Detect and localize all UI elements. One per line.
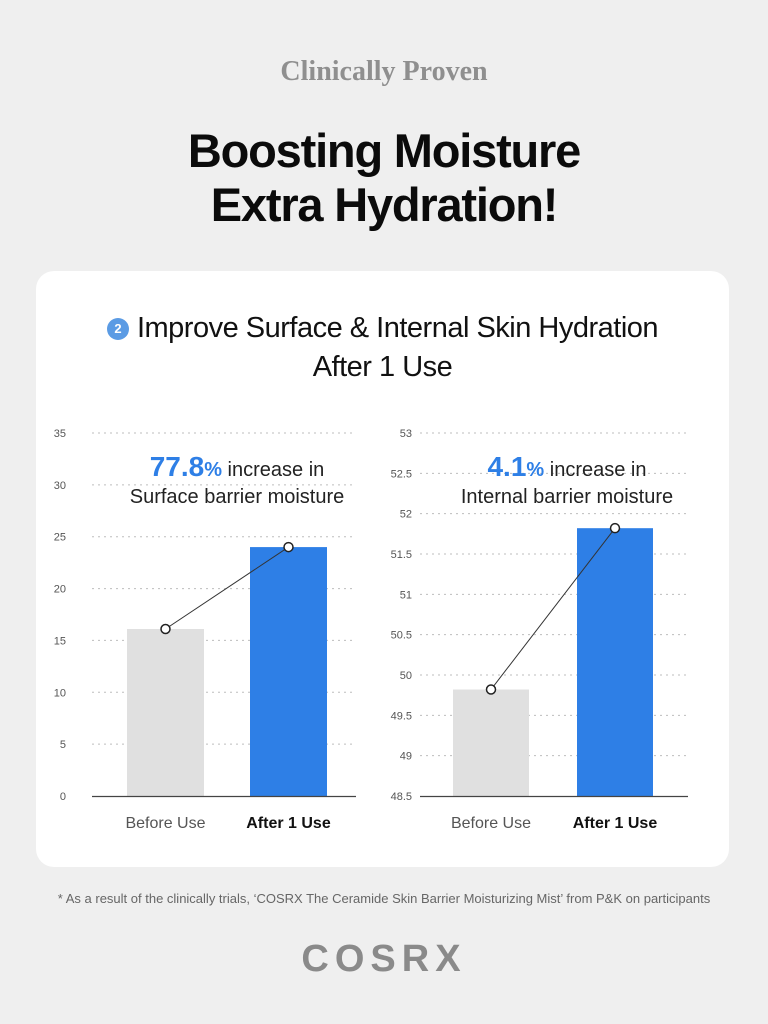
internal-ytick-label: 49	[400, 751, 412, 763]
section-title-text: Improve Surface & Internal Skin Hydratio…	[136, 312, 659, 344]
internal-ytick-label: 52.5	[391, 468, 412, 480]
internal-ytick-label: 52	[400, 509, 412, 521]
surface-ytick-label: 35	[54, 428, 66, 440]
internal-annotation-line-1: 4.1% increase in	[487, 451, 646, 482]
internal-category-label: Before Use	[451, 815, 531, 832]
surface-ytick-label: 30	[54, 480, 66, 492]
surface-ytick-label: 10	[54, 687, 66, 699]
surface-annotation-line-1: 77.8% increase in	[150, 451, 325, 482]
eyebrow-text: Clinically Proven	[280, 56, 488, 87]
surface-category-label: After 1 Use	[246, 815, 331, 832]
chart-card: 2 Improve Surface & Internal Skin Hydrati…	[36, 271, 729, 867]
section-title-line-2: After 1 Use	[312, 351, 453, 383]
surface-ytick-label: 15	[54, 635, 66, 647]
internal-ytick-label: 51.5	[391, 549, 412, 561]
surface-ytick-label: 20	[54, 584, 66, 596]
surface-ytick-label: 0	[60, 791, 66, 803]
internal-ytick-label: 51	[400, 589, 412, 601]
surface-point-before	[160, 623, 171, 635]
surface-annotation-unit: %	[204, 459, 222, 481]
internal-point-after	[609, 522, 621, 534]
internal-point-before	[485, 684, 497, 695]
headline-line-2: Extra Hydration!	[210, 178, 559, 231]
brand-logo: COSRX	[301, 938, 467, 980]
internal-category-label: After 1 Use	[573, 815, 658, 832]
internal-bar-before	[453, 689, 529, 796]
internal-ytick-label: 50	[400, 670, 412, 682]
step-number-badge: 2	[106, 318, 129, 340]
internal-ytick-label: 48.5	[391, 791, 412, 803]
internal-annotation-line-2: Internal barrier moisture	[461, 486, 673, 508]
internal-annotation-value: 4.1	[487, 451, 526, 482]
internal-annotation-unit: %	[526, 459, 544, 481]
headline: Boosting Moisture Extra Hydration!	[0, 124, 768, 232]
footnote: * As a result of the clinically trials, …	[57, 891, 711, 906]
surface-annotation-line-2: Surface barrier moisture	[130, 486, 345, 508]
internal-bar-after	[577, 528, 653, 796]
surface-annotation-value: 77.8	[150, 451, 205, 482]
surface-ytick-label: 25	[54, 532, 66, 544]
surface-ytick-label: 5	[60, 739, 66, 751]
surface-bar-before	[127, 629, 204, 796]
internal-annotation-text: increase in	[544, 459, 646, 481]
headline-line-1: Boosting Moisture	[187, 124, 581, 177]
surface-bar-after	[250, 547, 327, 796]
charts-svg: 0 5 10 15 20 25 30 35 Before Use After 1 Use 77.8%…	[54, 428, 688, 832]
surface-trend-line	[165, 546, 289, 630]
surface-annotation-text: increase in	[222, 459, 324, 481]
internal-trend-line	[490, 527, 616, 690]
surface-category-label: Before Use	[125, 815, 205, 832]
internal-ytick-label: 49.5	[391, 710, 412, 722]
internal-ytick-label: 50.5	[391, 630, 412, 642]
section-title-line-1: 2 Improve Surface & Internal Skin Hydrati…	[36, 310, 729, 346]
surface-point-after	[283, 541, 294, 553]
internal-ytick-label: 53	[400, 428, 412, 440]
